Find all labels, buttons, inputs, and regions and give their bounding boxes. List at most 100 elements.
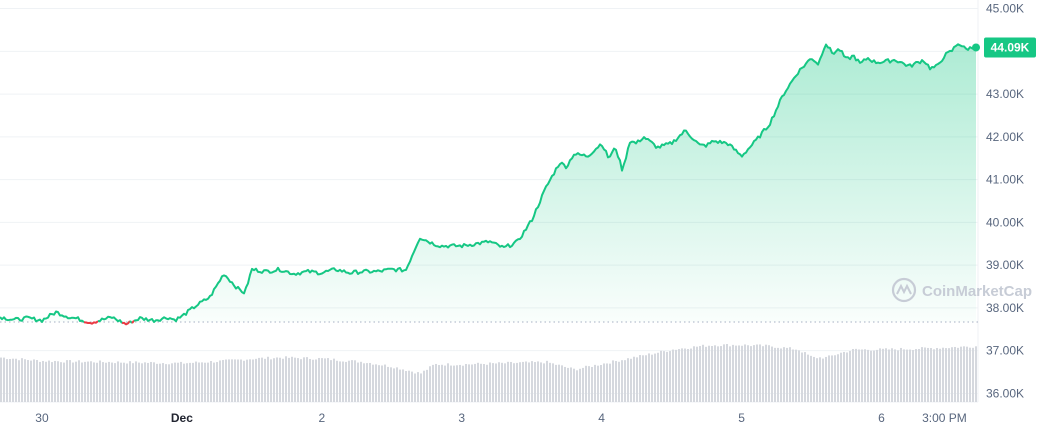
y-tick-label: 39.00K [986, 258, 1024, 272]
volume-bar [579, 368, 581, 402]
volume-bar [195, 361, 197, 402]
volume-bar [846, 352, 848, 402]
volume-bar [210, 361, 212, 402]
volume-bar [765, 344, 767, 402]
volume-bar [186, 363, 188, 402]
price-area-fill [0, 44, 976, 325]
volume-bar [936, 348, 938, 402]
y-axis-ticks: 45.00K44.00K43.00K42.00K41.00K40.00K39.0… [986, 2, 1024, 401]
volume-bar [471, 364, 473, 402]
volume-bar [561, 365, 563, 402]
volume-bar [459, 364, 461, 402]
volume-bar [729, 346, 731, 402]
volume-bar [960, 346, 962, 402]
volume-bar [630, 358, 632, 402]
volume-bar [744, 344, 746, 402]
volume-bar [480, 363, 482, 402]
volume-bar [333, 358, 335, 402]
volume-bar [426, 369, 428, 402]
volume-bar [258, 357, 260, 402]
volume-bar [18, 360, 20, 402]
volume-bar [339, 361, 341, 402]
volume-bar [894, 349, 896, 402]
volume-bar [804, 352, 806, 402]
y-tick-label: 37.00K [986, 344, 1024, 358]
volume-bar [942, 347, 944, 402]
volume-bar [303, 357, 305, 402]
volume-bar [834, 355, 836, 402]
volume-bar [939, 348, 941, 402]
volume-bar [141, 363, 143, 402]
volume-bar [510, 361, 512, 402]
volume-bar [405, 371, 407, 402]
volume-bar [468, 364, 470, 402]
volume-bar [855, 348, 857, 402]
y-tick-label: 38.00K [986, 301, 1024, 315]
volume-bar [657, 352, 659, 402]
x-tick-label: 2 [318, 411, 325, 425]
volume-bar [552, 363, 554, 402]
volume-bar [963, 346, 965, 402]
volume-bar [294, 357, 296, 402]
y-tick-label: 43.00K [986, 87, 1024, 101]
volume-bar [792, 349, 794, 402]
volume-bar [660, 350, 662, 402]
volume-bar [72, 362, 74, 402]
volume-bar [852, 348, 854, 402]
volume-bar [600, 364, 602, 402]
volume-bar [957, 347, 959, 402]
volume-bar [240, 359, 242, 402]
volume-bar [159, 363, 161, 402]
volume-bar [300, 359, 302, 402]
volume-bar [951, 347, 953, 402]
volume-bar [435, 363, 437, 402]
volume-bar [663, 351, 665, 402]
volume-bar [573, 368, 575, 402]
volume-bar [150, 361, 152, 402]
volume-bar [111, 362, 113, 402]
volume-bar [900, 347, 902, 402]
volume-bar [945, 348, 947, 402]
volume-bar [873, 350, 875, 402]
volume-bar [75, 361, 77, 402]
volume-bar [375, 364, 377, 402]
volume-bar [177, 362, 179, 402]
volume-bar [501, 362, 503, 402]
volume-bar [24, 359, 26, 402]
volume-bar [723, 344, 725, 402]
volume-bar [771, 346, 773, 402]
volume-bar [0, 357, 2, 402]
volume-bar [912, 350, 914, 402]
volume-bar [825, 356, 827, 402]
volume-bar [348, 360, 350, 402]
volume-bar [90, 361, 92, 402]
volume-bar [27, 359, 29, 402]
volume-bar [306, 357, 308, 402]
volume-bar [483, 364, 485, 402]
volume-bar [726, 343, 728, 402]
volume-bar [396, 367, 398, 402]
volume-bar [915, 349, 917, 402]
volume-bar [411, 371, 413, 402]
volume-bar [465, 364, 467, 402]
current-price-badge [984, 37, 1036, 58]
volume-bar [891, 348, 893, 402]
volume-bar [717, 346, 719, 402]
current-price-marker: 44.09K [972, 37, 1036, 58]
volume-bar [138, 362, 140, 402]
volume-bar [954, 346, 956, 402]
price-line-up [97, 315, 123, 324]
volume-bar [843, 351, 845, 402]
volume-bar [678, 349, 680, 402]
volume-bar [525, 361, 527, 402]
volume-bar [102, 362, 104, 402]
volume-bar [21, 358, 23, 402]
volume-bar [711, 345, 713, 402]
volume-bar [588, 366, 590, 402]
volume-bar [39, 361, 41, 402]
volume-bar [12, 358, 14, 402]
volume-bar [780, 348, 782, 402]
volume-bar [225, 359, 227, 402]
volume-bar [291, 356, 293, 402]
